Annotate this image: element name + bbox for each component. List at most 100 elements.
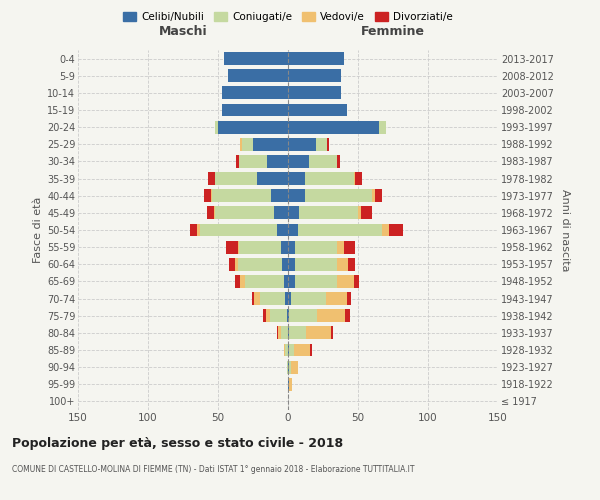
Bar [224,52,288,65]
Bar [355,172,362,185]
Bar [288,120,379,134]
Bar [289,344,293,356]
Bar [293,344,310,356]
Bar [215,206,274,220]
Bar [295,258,337,270]
Bar [284,275,288,288]
Bar [267,155,288,168]
Bar [337,240,344,254]
Bar [284,344,285,356]
Bar [289,310,317,322]
Bar [289,360,291,374]
Bar [305,190,372,202]
Bar [222,104,288,117]
Bar [375,190,382,202]
Bar [379,120,386,134]
Bar [260,292,285,305]
Bar [382,224,389,236]
Bar [215,120,218,134]
Y-axis label: Fasce di età: Fasce di età [32,197,43,263]
Bar [215,172,257,185]
Bar [372,190,375,202]
Bar [288,52,344,65]
Bar [238,258,283,270]
Bar [263,310,266,322]
Bar [228,70,288,82]
Bar [235,275,241,288]
Bar [218,120,288,134]
Bar [288,138,316,150]
Bar [238,240,239,254]
Bar [245,275,284,288]
Bar [278,326,281,340]
Bar [346,310,350,322]
Bar [389,224,403,236]
Bar [239,240,281,254]
Bar [283,258,288,270]
Bar [242,138,253,150]
Bar [253,138,288,150]
Bar [281,240,288,254]
Bar [277,224,288,236]
Bar [288,292,291,305]
Bar [337,155,340,168]
Bar [251,292,254,305]
Bar [288,344,289,356]
Bar [299,206,358,220]
Bar [344,240,355,254]
Bar [190,224,197,236]
Bar [358,206,361,220]
Bar [291,360,298,374]
Bar [288,310,289,322]
Bar [288,378,289,390]
Bar [285,292,288,305]
Bar [281,326,288,340]
Bar [354,275,359,288]
Bar [208,172,215,185]
Bar [211,190,212,202]
Text: COMUNE DI CASTELLO-MOLINA DI FIEMME (TN) - Dati ISTAT 1° gennaio 2018 - Elaboraz: COMUNE DI CASTELLO-MOLINA DI FIEMME (TN)… [12,465,415,474]
Bar [327,138,329,150]
Bar [212,190,271,202]
Bar [207,206,214,220]
Bar [326,292,347,305]
Bar [288,240,295,254]
Bar [200,224,277,236]
Bar [241,138,242,150]
Text: Popolazione per età, sesso e stato civile - 2018: Popolazione per età, sesso e stato civil… [12,438,343,450]
Bar [257,172,288,185]
Bar [288,258,295,270]
Bar [226,240,238,254]
Bar [337,258,348,270]
Bar [295,275,337,288]
Bar [347,292,351,305]
Bar [288,275,295,288]
Bar [266,310,270,322]
Bar [214,206,215,220]
Bar [288,155,309,168]
Bar [239,155,267,168]
Bar [287,360,288,374]
Bar [229,258,235,270]
Bar [306,326,331,340]
Y-axis label: Anni di nascita: Anni di nascita [560,188,571,271]
Bar [204,190,211,202]
Bar [288,224,298,236]
Bar [305,172,354,185]
Bar [354,172,355,185]
Bar [309,155,337,168]
Bar [289,326,306,340]
Bar [285,344,288,356]
Bar [288,172,305,185]
Bar [197,224,200,236]
Bar [348,258,355,270]
Text: Maschi: Maschi [158,25,208,38]
Bar [222,86,288,100]
Bar [288,104,347,117]
Bar [288,206,299,220]
Bar [316,138,327,150]
Bar [291,292,326,305]
Bar [236,155,239,168]
Bar [288,326,289,340]
Bar [289,378,292,390]
